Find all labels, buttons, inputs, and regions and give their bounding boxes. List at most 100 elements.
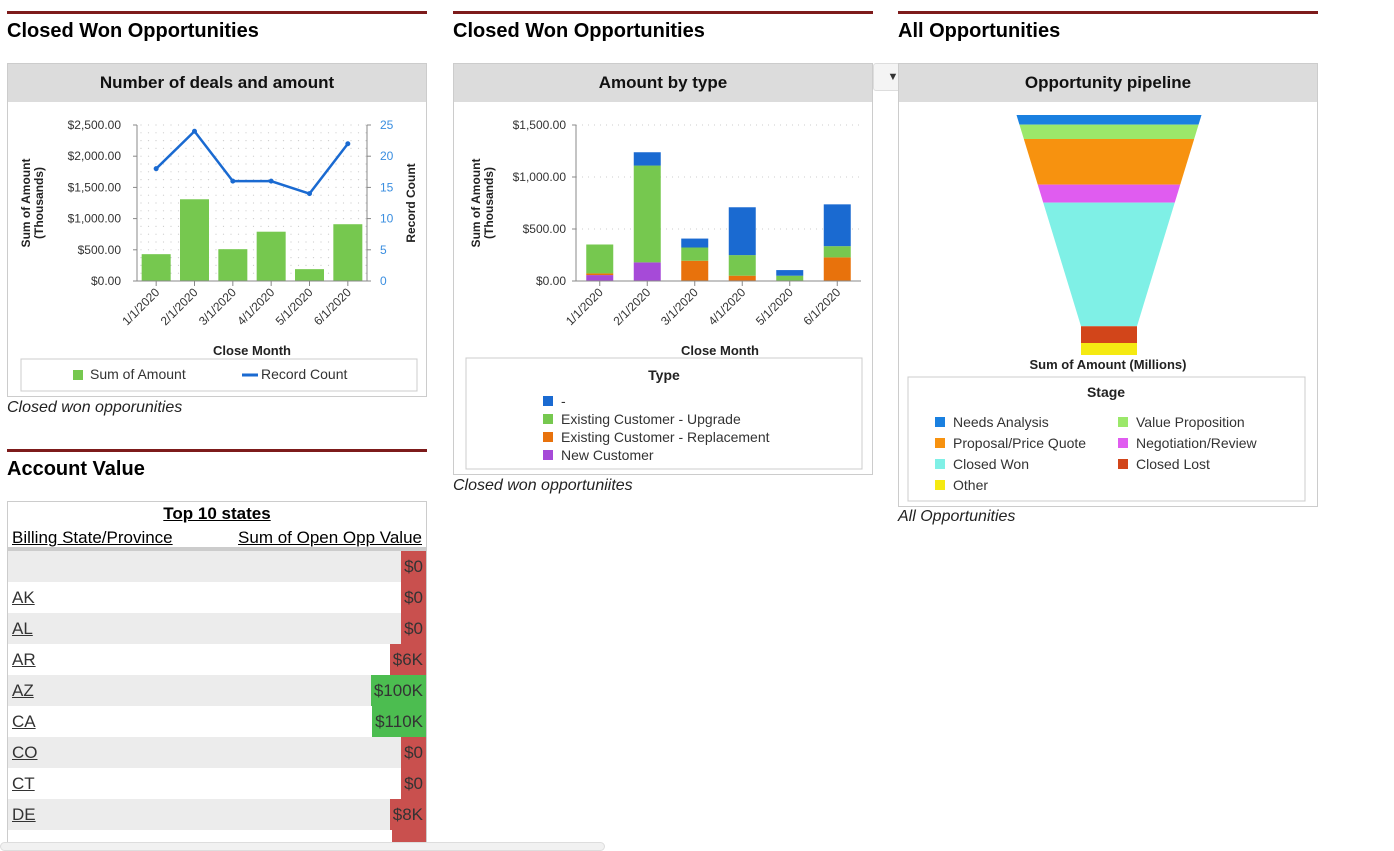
- grid-dot: [162, 132, 165, 134]
- grid-dot: [237, 179, 240, 181]
- grid-dot: [357, 163, 360, 165]
- grid-dot: [222, 140, 225, 142]
- grid-dot: [305, 241, 307, 243]
- state-link[interactable]: AR: [12, 649, 36, 669]
- state-link[interactable]: CO: [12, 742, 38, 762]
- chart-panel-type[interactable]: Amount by type $0.00 $500.00 $1,000.00 $1,5…: [453, 63, 873, 475]
- state-link[interactable]: CA: [12, 711, 36, 731]
- grid-dot: [155, 186, 157, 188]
- x-tick-label: 6/1/2020: [800, 285, 843, 328]
- grid-dot: [297, 179, 300, 181]
- pipeline-funnel: Sum of Amount (Millions) Stage Needs Analy…: [907, 115, 1306, 502]
- table-title[interactable]: Top 10 states: [163, 504, 271, 523]
- grid-dot: [305, 210, 307, 212]
- value-cell: $0: [401, 737, 426, 768]
- grid-dot: [215, 132, 217, 134]
- grid-dot: [162, 147, 165, 149]
- grid-dot: [177, 186, 180, 188]
- grid-dot: [140, 140, 142, 142]
- grid-dot: [305, 124, 307, 126]
- grid-dot: [365, 249, 367, 251]
- grid-dot: [312, 264, 315, 266]
- grid-dot: [260, 202, 262, 204]
- grid-dot: [365, 171, 367, 173]
- grid-dot: [185, 147, 187, 149]
- grid-dot: [312, 225, 315, 227]
- grid-dot: [290, 140, 292, 142]
- grid-dot: [365, 257, 367, 259]
- grid-dot: [245, 218, 247, 220]
- grid-dot: [252, 225, 255, 227]
- grid-dot: [282, 194, 285, 196]
- bar-segment-: [681, 238, 709, 248]
- chart-panel-pipeline[interactable]: Opportunity pipeline Sum of Amount (Mill…: [898, 63, 1318, 507]
- grid-dot: [140, 272, 142, 274]
- grid-dot: [282, 218, 285, 220]
- grid-dot: [237, 155, 240, 157]
- grid-dot: [357, 171, 360, 173]
- grid-dot: [177, 257, 180, 259]
- grid-dot: [222, 132, 225, 134]
- grid-dot: [260, 186, 262, 188]
- grid-dot: [320, 225, 322, 227]
- legend-swatch: [543, 396, 553, 406]
- grid-dot: [140, 233, 142, 235]
- grid-dot: [222, 233, 225, 235]
- grid-dot: [365, 202, 367, 204]
- grid-dot: [275, 194, 277, 196]
- grid-dot: [155, 210, 157, 212]
- grid-dot: [222, 163, 225, 165]
- grid-dot: [147, 140, 150, 142]
- grid-dot: [215, 163, 217, 165]
- legend-label: New Customer: [561, 447, 654, 463]
- chart-title: Amount by type: [454, 64, 872, 102]
- chart-panel-deals[interactable]: Number of deals and amount $0.00 $500.00 $…: [7, 63, 427, 397]
- grid-dot: [237, 210, 240, 212]
- grid-dot: [320, 257, 322, 259]
- grid-dot: [207, 186, 210, 188]
- column-header-state[interactable]: Billing State/Province: [12, 528, 173, 547]
- state-link[interactable]: AL: [12, 618, 33, 638]
- bar-segment-existing-customer-upgrade: [586, 244, 614, 274]
- state-link[interactable]: AZ: [12, 680, 34, 700]
- x-tick-label: 5/1/2020: [753, 285, 796, 328]
- bar-segment-existing-customer-upgrade: [823, 246, 851, 258]
- grid-dot: [162, 155, 165, 157]
- grid-dot: [252, 179, 255, 181]
- grid-dot: [237, 132, 240, 134]
- grid-dot: [320, 194, 322, 196]
- grid-dot: [147, 241, 150, 243]
- grid-dot: [327, 210, 330, 212]
- grid-dot: [357, 202, 360, 204]
- legend-label: Record Count: [261, 366, 347, 382]
- legend-box: [907, 376, 1306, 502]
- grid-dot: [177, 140, 180, 142]
- column-header-value[interactable]: Sum of Open Opp Value: [238, 528, 422, 547]
- grid-dot: [357, 140, 360, 142]
- grid-dot: [267, 186, 270, 188]
- state-link[interactable]: AK: [12, 587, 35, 607]
- grid-dot: [185, 155, 187, 157]
- grid-dot: [230, 218, 232, 220]
- y-tick-label: $0.00: [536, 274, 566, 288]
- grid-dot: [237, 194, 240, 196]
- grid-dot: [275, 225, 277, 227]
- grid-dot: [200, 194, 202, 196]
- funnel-segment-proposal-price-quote: [1023, 139, 1195, 185]
- grid-dot: [230, 132, 232, 134]
- grid-dot: [282, 171, 285, 173]
- grid-dot: [275, 218, 277, 220]
- grid-dot: [335, 202, 337, 204]
- grid-dot: [155, 225, 157, 227]
- grid-dot: [320, 163, 322, 165]
- bar-segment-existing-customer-replacement: [681, 260, 709, 281]
- grid-dot: [365, 124, 367, 126]
- horizontal-scrollbar[interactable]: [0, 842, 605, 851]
- grid-dot: [140, 124, 142, 126]
- grid-dot: [177, 194, 180, 196]
- grid-dot: [350, 124, 352, 126]
- state-link[interactable]: DE: [12, 804, 36, 824]
- grid-dot: [320, 147, 322, 149]
- grid-dot: [297, 264, 300, 266]
- state-link[interactable]: CT: [12, 773, 35, 793]
